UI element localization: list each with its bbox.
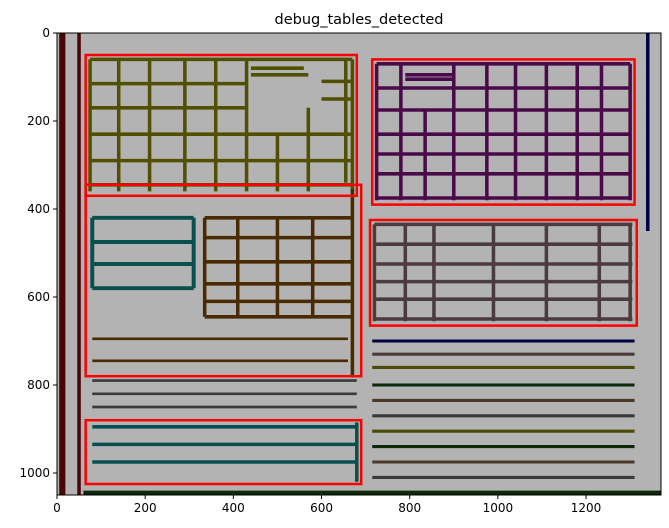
y-tick-label: 0 [42,26,50,40]
y-tick-label: 400 [27,202,50,216]
y-tick-label: 600 [27,290,50,304]
detected-table-box [370,58,636,206]
x-tick-label: 0 [53,501,61,515]
detected-table-box [84,418,363,486]
x-tick-label: 600 [310,501,333,515]
x-tick-label: 1000 [483,501,514,515]
detected-table-box [84,53,359,198]
y-tick-label: 800 [27,378,50,392]
y-tick-label: 1000 [19,466,50,480]
x-tick-label: 800 [398,501,421,515]
x-tick-label: 400 [222,501,245,515]
y-axis-ticks: 0 200 400 600 800 1000 [19,26,57,480]
detected-table-box [368,218,639,327]
y-tick-label: 200 [27,114,50,128]
axes-frame [56,32,662,496]
image-plot-area [56,32,662,496]
chart-title: debug_tables_detected [274,12,443,28]
x-tick-label: 1200 [571,501,602,515]
x-tick-label: 200 [134,501,157,515]
x-axis-ticks: 0 200 400 600 800 1000 1200 [53,495,601,515]
detected-table-box [84,183,363,378]
